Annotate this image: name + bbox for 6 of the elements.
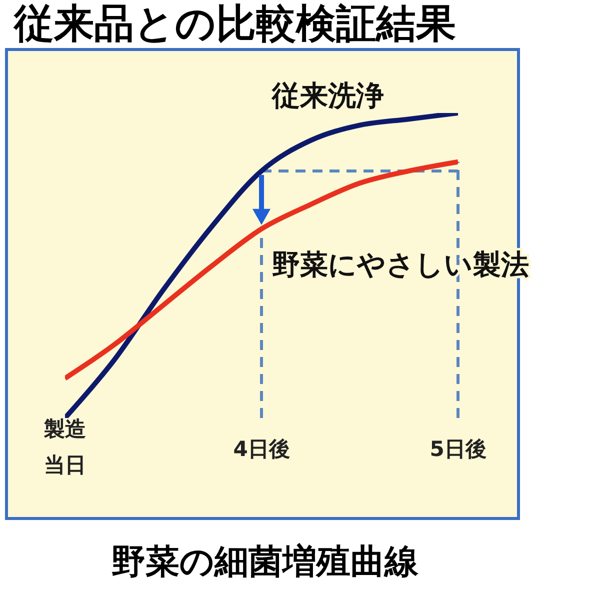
x-tick-label: 5日後	[430, 437, 486, 461]
x-tick-label: 4日後	[233, 437, 290, 461]
x-axis-title: 野菜の細菌増殖曲線	[110, 541, 420, 584]
x-tick-label: 製造当日	[43, 417, 86, 477]
series-label: 従来洗浄	[271, 79, 384, 112]
chart-title: 従来品との比較検証結果	[14, 0, 456, 48]
